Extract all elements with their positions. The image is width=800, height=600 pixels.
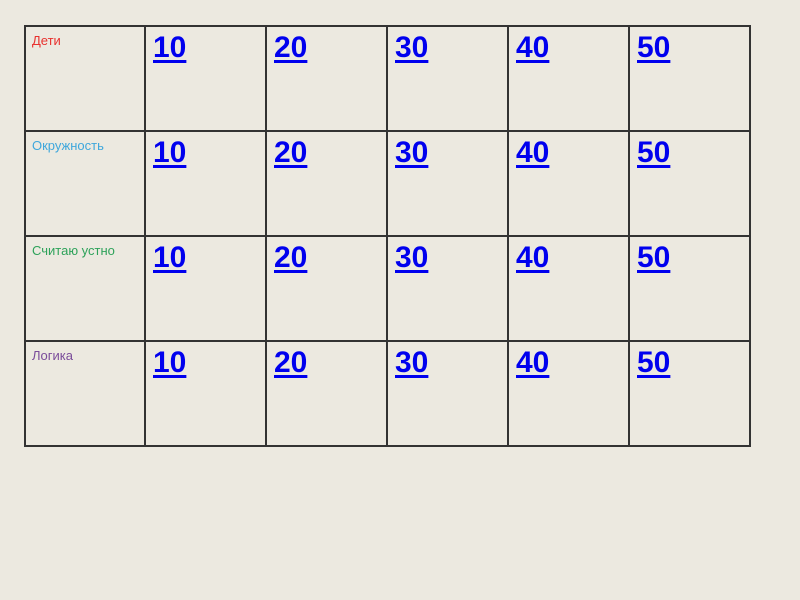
question-link-50[interactable]: 50	[637, 241, 671, 274]
category-label: Логика	[32, 348, 73, 363]
question-cell: 40	[507, 235, 630, 342]
question-cell: 50	[628, 340, 751, 447]
question-cell: 30	[386, 130, 509, 237]
question-cell: 10	[144, 130, 267, 237]
question-link-40[interactable]: 40	[516, 31, 550, 64]
question-cell: 50	[628, 235, 751, 342]
question-cell: 20	[265, 25, 388, 132]
question-link-40[interactable]: 40	[516, 241, 550, 274]
question-link-30[interactable]: 30	[395, 136, 429, 169]
board-row: Окружность 10 20 30 40 50	[24, 130, 751, 237]
board-row: Логика 10 20 30 40 50	[24, 340, 751, 447]
question-cell: 10	[144, 25, 267, 132]
question-link-50[interactable]: 50	[637, 136, 671, 169]
question-link-20[interactable]: 20	[274, 346, 308, 379]
question-cell: 10	[144, 235, 267, 342]
question-cell: 50	[628, 25, 751, 132]
question-cell: 40	[507, 340, 630, 447]
question-cell: 30	[386, 25, 509, 132]
game-board: Дети 10 20 30 40 50 Окружность 10 20 30 40 50 Считаю…	[24, 25, 751, 447]
category-cell: Считаю устно	[24, 235, 146, 342]
board-row: Дети 10 20 30 40 50	[24, 25, 751, 132]
question-link-20[interactable]: 20	[274, 136, 308, 169]
category-label: Окружность	[32, 138, 104, 153]
question-cell: 20	[265, 130, 388, 237]
question-link-40[interactable]: 40	[516, 346, 550, 379]
category-label: Дети	[32, 33, 61, 48]
question-cell: 30	[386, 340, 509, 447]
question-cell: 30	[386, 235, 509, 342]
question-link-50[interactable]: 50	[637, 346, 671, 379]
question-cell: 20	[265, 235, 388, 342]
question-cell: 40	[507, 130, 630, 237]
board-row: Считаю устно 10 20 30 40 50	[24, 235, 751, 342]
question-link-30[interactable]: 30	[395, 31, 429, 64]
question-link-50[interactable]: 50	[637, 31, 671, 64]
question-link-20[interactable]: 20	[274, 241, 308, 274]
category-cell: Дети	[24, 25, 146, 132]
question-link-10[interactable]: 10	[153, 346, 187, 379]
category-cell: Окружность	[24, 130, 146, 237]
question-link-10[interactable]: 10	[153, 31, 187, 64]
question-link-10[interactable]: 10	[153, 136, 187, 169]
category-label: Считаю устно	[32, 243, 115, 258]
question-link-10[interactable]: 10	[153, 241, 187, 274]
question-cell: 10	[144, 340, 267, 447]
question-cell: 40	[507, 25, 630, 132]
question-link-20[interactable]: 20	[274, 31, 308, 64]
category-cell: Логика	[24, 340, 146, 447]
question-cell: 20	[265, 340, 388, 447]
question-link-30[interactable]: 30	[395, 241, 429, 274]
question-cell: 50	[628, 130, 751, 237]
question-link-40[interactable]: 40	[516, 136, 550, 169]
question-link-30[interactable]: 30	[395, 346, 429, 379]
